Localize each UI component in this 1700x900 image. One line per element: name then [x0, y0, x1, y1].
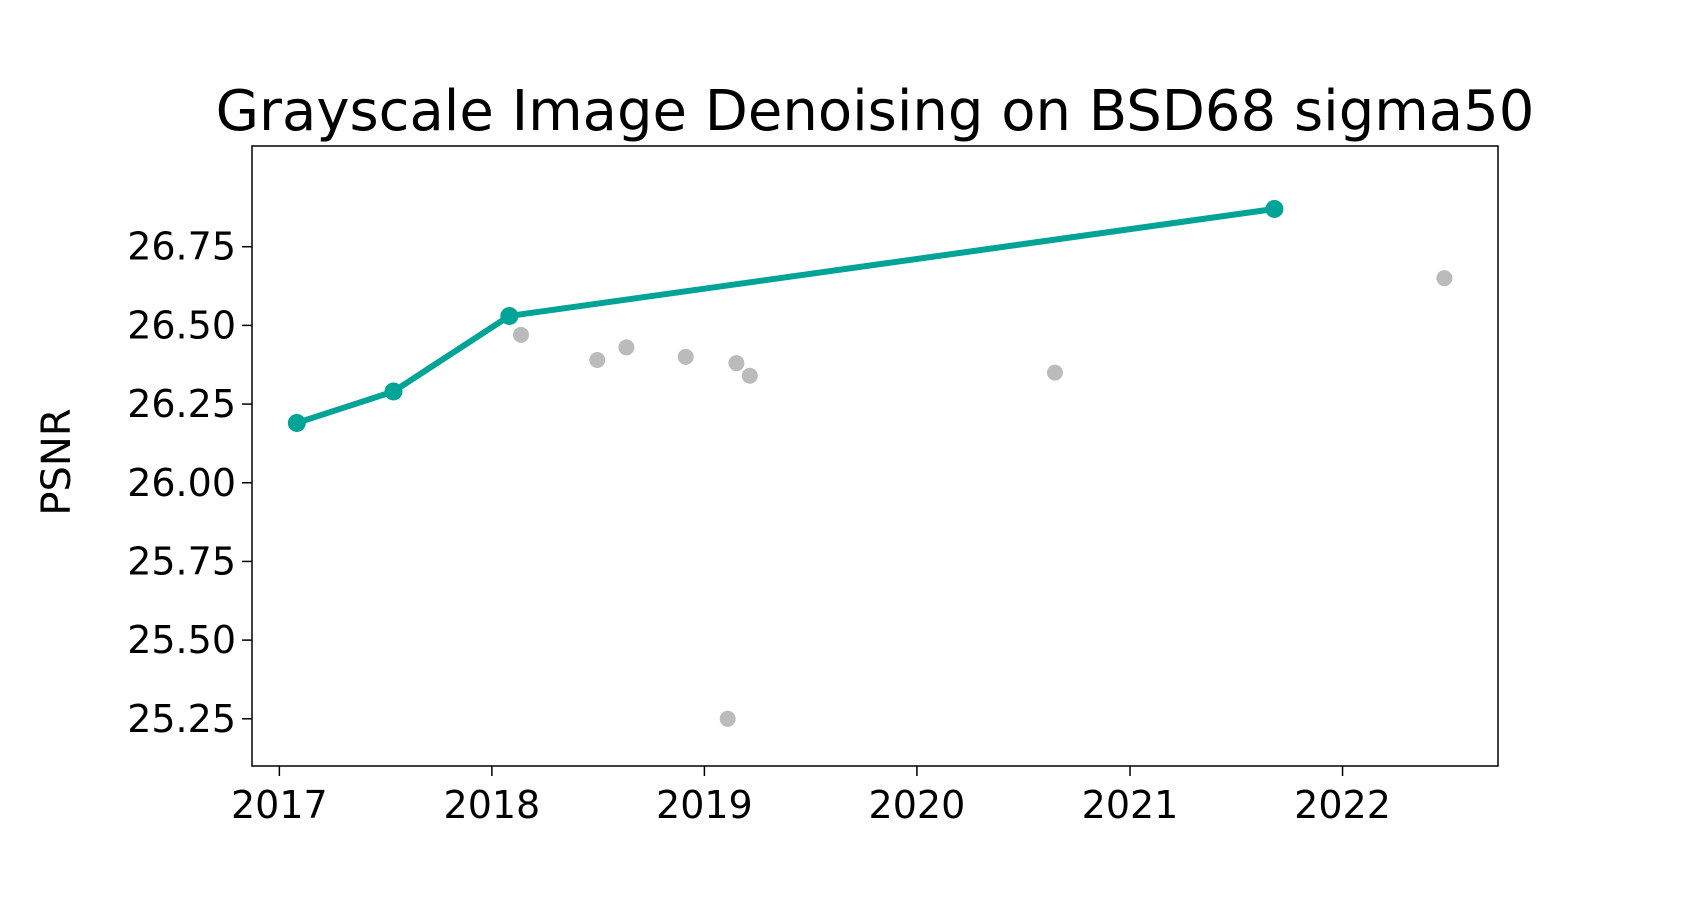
other-point — [1436, 270, 1453, 287]
x-axis: 2017 2018 2019 2020 2021 2022 — [231, 766, 1391, 827]
y-axis: 25.25 25.50 25.75 26.00 26.25 26.50 26.75 — [127, 225, 252, 741]
y-axis-label: PSNR — [34, 408, 80, 515]
plot-area — [251, 145, 1499, 767]
other-point — [728, 355, 745, 372]
sota-line — [295, 205, 1275, 426]
y-tick-label: 26.25 — [127, 382, 236, 426]
y-tick-label: 25.75 — [127, 539, 236, 583]
y-tick-label: 26.00 — [127, 461, 236, 505]
other-point — [741, 367, 758, 384]
x-tick-label: 2017 — [231, 783, 328, 827]
y-tick-label: 25.50 — [127, 618, 236, 662]
x-tick-label: 2018 — [444, 783, 541, 827]
other-point — [677, 348, 694, 365]
y-tick-label: 26.75 — [127, 225, 236, 269]
other-point — [618, 339, 635, 356]
chart-title: Grayscale Image Denoising on BSD68 sigma… — [216, 79, 1535, 144]
x-tick-label: 2019 — [656, 783, 753, 827]
y-tick-label: 25.25 — [127, 697, 236, 741]
x-tick-label: 2020 — [869, 783, 966, 827]
other-point — [719, 710, 736, 727]
sota-point — [1265, 199, 1284, 218]
sota-point — [500, 306, 519, 325]
y-tick-label: 26.50 — [127, 303, 236, 347]
x-tick-label: 2021 — [1082, 783, 1179, 827]
x-tick-label: 2022 — [1294, 783, 1391, 827]
sota-point — [287, 413, 306, 432]
series-layer — [287, 199, 1453, 727]
other-point — [1046, 364, 1063, 381]
other-point — [512, 326, 529, 343]
sota-point — [384, 382, 403, 401]
other-point — [589, 352, 606, 369]
